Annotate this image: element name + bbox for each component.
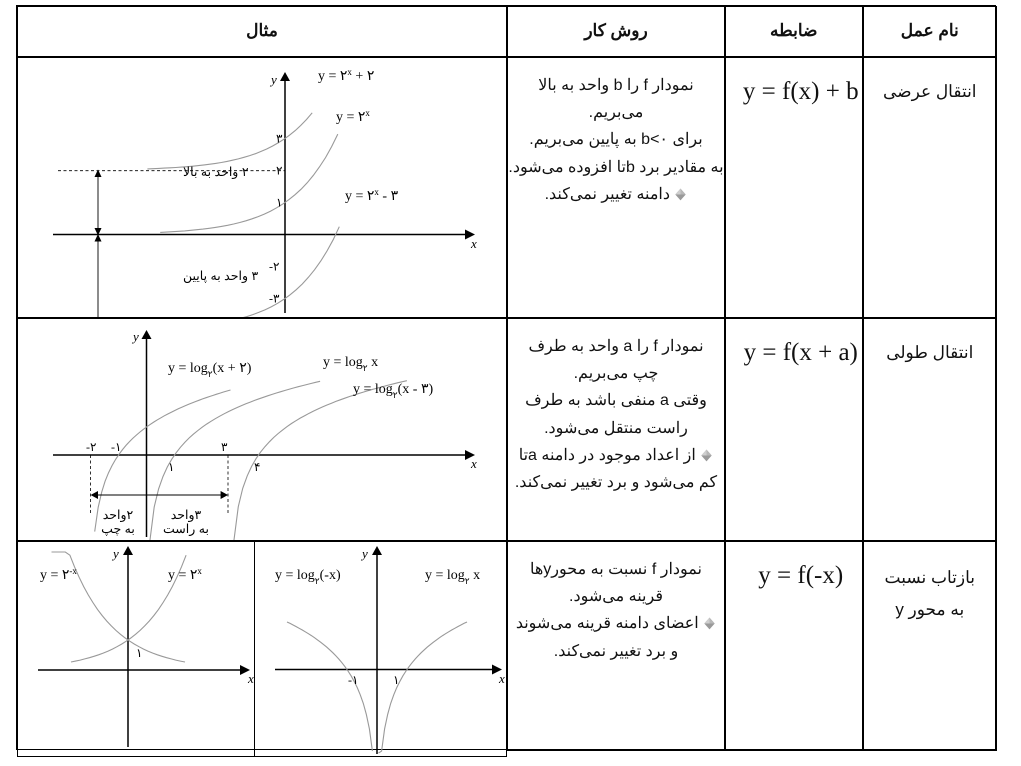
svg-text:y = ۲x + ۲: y = ۲x + ۲ [318,67,374,84]
svg-text:y = log۲ x: y = log۲ x [323,355,378,373]
svg-text:y = log۲(-x): y = log۲(-x) [275,568,341,586]
svg-text:۳: ۳ [221,440,228,454]
svg-text:-۲: -۲ [86,440,96,454]
svg-text:۲ واحد به بالا: ۲ واحد به بالا [183,165,249,180]
svg-text:y = log۲(x - ۳): y = log۲(x - ۳) [353,382,433,400]
svg-text:x: x [247,671,254,686]
svg-text:y = log۲(x + ۲): y = log۲(x + ۲) [168,361,252,379]
svg-text:x: x [498,671,505,686]
svg-text:x: x [470,456,477,471]
svg-text:به راست: به راست [163,522,209,537]
svg-text:y = ۲x: y = ۲x [168,566,202,583]
svg-text:x: x [470,236,477,251]
svg-text:۲: ۲ [276,164,282,178]
svg-text:y = ۲x: y = ۲x [336,108,370,125]
svg-text:y: y [269,72,277,87]
svg-text:y = ۲x - ۳: y = ۲x - ۳ [345,187,399,204]
svg-text:۱: ۱ [168,460,174,474]
svg-text:y = log۲ x: y = log۲ x [425,568,480,586]
svg-text:۳ واحد به پایین: ۳ واحد به پایین [183,269,258,284]
svg-text:y: y [360,546,368,561]
svg-text:y: y [111,546,119,561]
svg-text:y: y [131,329,139,344]
svg-text:۱: ۱ [393,673,399,687]
svg-text:-۱: -۱ [348,673,358,687]
svg-text:-۱: -۱ [111,440,121,454]
svg-text:۱: ۱ [136,646,142,660]
svg-text:-۲: -۲ [269,260,279,274]
svg-text:به چپ: به چپ [101,522,135,537]
svg-text:۴: ۴ [254,460,260,474]
svg-text:y = ۲-x: y = ۲-x [40,566,77,583]
svg-text:۲واحد: ۲واحد [103,508,134,523]
svg-text:۳: ۳ [276,132,283,146]
svg-text:۱: ۱ [276,196,282,210]
svg-text:-۳: -۳ [269,292,280,306]
svg-text:۳واحد: ۳واحد [171,508,202,523]
